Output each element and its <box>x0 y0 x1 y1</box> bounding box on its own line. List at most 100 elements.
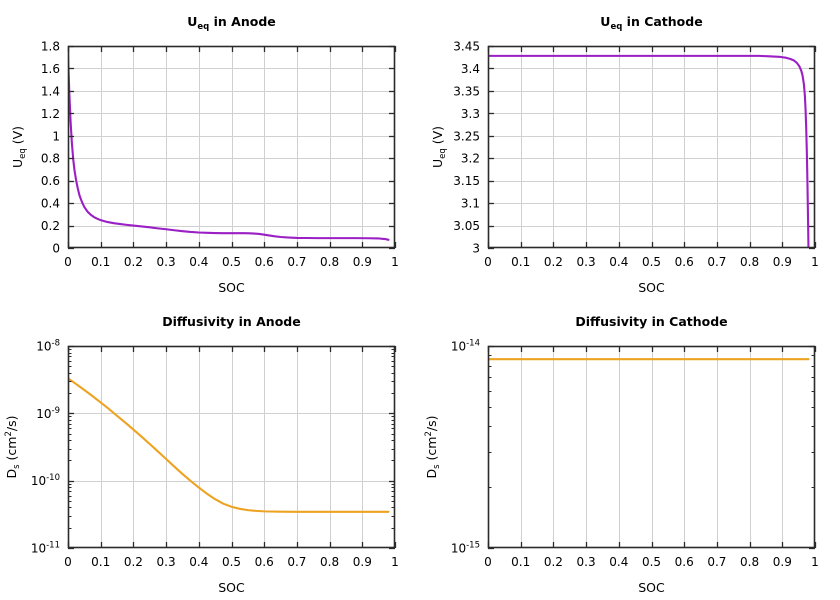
grid-lines <box>488 46 815 248</box>
x-tick-label: 0.1 <box>91 555 110 569</box>
x-tick-label: 0.9 <box>773 555 792 569</box>
tick-marks <box>67 45 397 250</box>
y-tick-label: 3.3 <box>461 107 480 121</box>
x-tick-label: 0.1 <box>91 255 110 269</box>
chart-title-ueq-cathode: Ueq in Cathode <box>600 14 702 32</box>
x-tick-labels: 0 0.1 0.2 0.3 0.4 0.5 0.6 0.7 0.8 0.9 1 <box>484 255 819 269</box>
x-tick-label: 1 <box>811 555 819 569</box>
y-tick-label: 0.4 <box>41 197 60 211</box>
y-tick-label: 3 <box>472 242 480 256</box>
x-tick-label: 1 <box>391 255 399 269</box>
x-tick-label: 0.1 <box>511 255 530 269</box>
x-tick-label: 0.5 <box>222 555 241 569</box>
chart-panel-ueq-cathode: Ueq in Cathode 0 0.1 0.2 0.3 0.4 0.5 0.6 0.7 0.8 0… <box>420 0 840 300</box>
y-tick-label: 3.4 <box>461 62 480 76</box>
series-group <box>488 54 810 248</box>
series-group <box>68 53 390 241</box>
x-tick-label: 0.3 <box>577 255 596 269</box>
y-tick-label: 1.2 <box>41 107 60 121</box>
y-tick-label: 1.6 <box>41 62 60 76</box>
chart-svg-ueq-anode: Ueq in Anode 0 0.1 0.2 0.3 0.4 0.5 0.6 0.7 0.8 0.9… <box>10 14 399 295</box>
chart-panel-ueq-anode: Ueq in Anode 0 0.1 0.2 0.3 0.4 0.5 0.6 0.7 0.8 0.9… <box>0 0 420 300</box>
x-tick-label: 0.7 <box>287 255 306 269</box>
y-axis-title: Ueq (V) <box>430 126 448 168</box>
y-tick-label: 10-14 <box>451 339 480 354</box>
y-tick-label: 3.2 <box>461 152 480 166</box>
x-tick-label: 0.2 <box>124 555 143 569</box>
y-tick-labels: 10-11 10-10 10-9 10-8 <box>31 339 60 556</box>
y-axis-title: Ds (cm2/s) <box>424 415 442 478</box>
y-tick-label: 10-9 <box>36 406 60 421</box>
x-tick-label: 0.2 <box>544 255 563 269</box>
x-tick-labels: 0 0.1 0.2 0.3 0.4 0.5 0.6 0.7 0.8 0.9 1 <box>484 555 819 569</box>
y-tick-label: 0.2 <box>41 219 60 233</box>
data-series-diffusivity-anode-0 <box>68 377 390 513</box>
y-tick-label: 1.8 <box>41 40 60 54</box>
x-tick-label: 0.5 <box>222 255 241 269</box>
grid-lines <box>68 46 395 248</box>
x-tick-label: 0 <box>484 555 492 569</box>
tick-marks <box>487 45 817 250</box>
plot-frame <box>487 45 816 249</box>
y-tick-labels: 3 3.05 3.1 3.15 3.2 3.25 3.3 3.35 3.4 3.45 <box>453 40 480 256</box>
x-tick-label: 0 <box>64 255 72 269</box>
y-tick-label: 3.35 <box>453 84 480 98</box>
x-tick-label: 0.4 <box>609 555 628 569</box>
x-tick-label: 0.7 <box>287 555 306 569</box>
y-tick-labels: 10-15 10-14 <box>451 339 480 556</box>
chart-title-ueq-anode: Ueq in Anode <box>187 14 276 32</box>
grid-lines <box>521 346 783 548</box>
x-tick-label: 1 <box>391 555 399 569</box>
x-tick-label: 0.4 <box>189 555 208 569</box>
chart-title-diffusivity-cathode: Diffusivity in Cathode <box>575 314 727 329</box>
x-tick-label: 0 <box>64 555 72 569</box>
x-tick-label: 0.8 <box>740 255 759 269</box>
x-tick-label: 0.9 <box>773 255 792 269</box>
x-tick-label: 0.5 <box>642 555 661 569</box>
x-tick-labels: 0 0.1 0.2 0.3 0.4 0.5 0.6 0.7 0.8 0.9 1 <box>64 555 399 569</box>
y-axis-title: Ds (cm2/s) <box>4 415 22 478</box>
y-tick-label: 1 <box>52 129 60 143</box>
x-tick-label: 0.2 <box>124 255 143 269</box>
x-tick-label: 0.7 <box>707 255 726 269</box>
y-tick-label: 3.05 <box>453 219 480 233</box>
y-tick-label: 1.4 <box>41 84 60 98</box>
x-tick-label: 0 <box>484 255 492 269</box>
x-tick-label: 0.5 <box>642 255 661 269</box>
data-series-ueq-cathode-0 <box>488 54 810 248</box>
y-tick-label: 3.1 <box>461 197 480 211</box>
svg-text:Diffusivity in Anode: Diffusivity in Anode <box>162 314 300 329</box>
x-tick-label: 0.7 <box>707 555 726 569</box>
x-tick-label: 0.1 <box>511 555 530 569</box>
svg-text:Ueq in Cathode: Ueq in Cathode <box>600 14 702 32</box>
y-tick-label: 0 <box>52 242 60 256</box>
grid-lines <box>68 346 395 548</box>
chart-panel-diffusivity-cathode: Diffusivity in Cathode 0 0.1 0.2 0.3 0.4 0.5 0.… <box>420 300 840 600</box>
y-tick-label: 10-10 <box>31 473 60 488</box>
data-series-ueq-anode-0 <box>68 53 390 241</box>
x-tick-label: 0.9 <box>353 555 372 569</box>
x-axis-title: SOC <box>218 580 245 595</box>
x-tick-label: 0.8 <box>320 255 339 269</box>
plot-frame <box>67 45 396 249</box>
x-tick-label: 0.8 <box>740 555 759 569</box>
y-tick-label: 0.8 <box>41 152 60 166</box>
svg-text:Diffusivity in Cathode: Diffusivity in Cathode <box>575 314 727 329</box>
y-tick-label: 3.15 <box>453 174 480 188</box>
plot-frame <box>67 345 396 549</box>
x-tick-label: 0.6 <box>255 255 274 269</box>
chart-panel-diffusivity-anode: Diffusivity in Anode 0 0.1 0.2 0.3 0.4 0.5 0.6 0… <box>0 300 420 600</box>
x-tick-label: 0.3 <box>577 555 596 569</box>
series-group <box>68 377 390 513</box>
x-axis-title: SOC <box>638 580 665 595</box>
x-tick-label: 0.9 <box>353 255 372 269</box>
y-tick-label: 10-8 <box>36 339 60 354</box>
x-tick-label: 0.4 <box>609 255 628 269</box>
y-tick-labels: 0 0.2 0.4 0.6 0.8 1 1.2 1.4 1.6 1.8 <box>41 40 60 256</box>
svg-text:Ueq in Anode: Ueq in Anode <box>187 14 276 32</box>
chart-svg-diffusivity-cathode: Diffusivity in Cathode 0 0.1 0.2 0.3 0.4 0.5 0.… <box>424 314 819 595</box>
x-tick-label: 0.2 <box>544 555 563 569</box>
x-axis-title: SOC <box>218 280 245 295</box>
